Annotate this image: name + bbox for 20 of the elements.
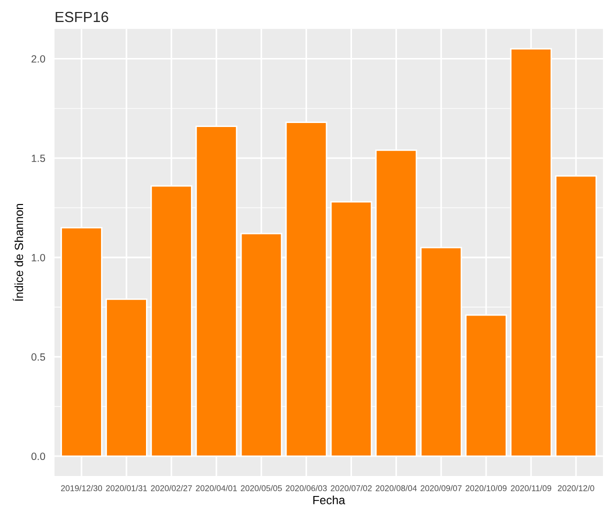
y-tick-label: 0.0 [31,452,46,460]
x-tick-label: 2020/11/09 [510,485,552,492]
chart-title: ESFP16 [56,12,108,22]
x-tick-label: 2020/05/05 [240,485,282,492]
y-tick-label: 0.5 [31,353,46,361]
x-tick-label: 2020/10/09 [466,485,507,492]
y-tick-label: 1.0 [32,254,46,262]
x-tick-label: 2020/09/07 [420,485,462,492]
x-tick-label: 2020/02/27 [150,485,192,492]
y-axis-title: Índice de Shannon [12,204,24,301]
x-axis-title: Fecha [313,496,346,504]
x-tick-label: 2020/12/0 [558,485,594,492]
x-tick-label: 2020/04/01 [196,485,237,492]
x-tick-label: 2020/07/02 [330,485,372,492]
x-tick-label: 2020/01/31 [106,485,147,492]
x-tick-label: 2020/06/03 [286,485,327,492]
x-tick-label: 2019/12/30 [61,485,102,492]
x-tick-label: 2020/08/04 [376,485,417,492]
y-tick-label: 1.5 [32,154,46,162]
y-tick-label: 2.0 [32,55,46,63]
